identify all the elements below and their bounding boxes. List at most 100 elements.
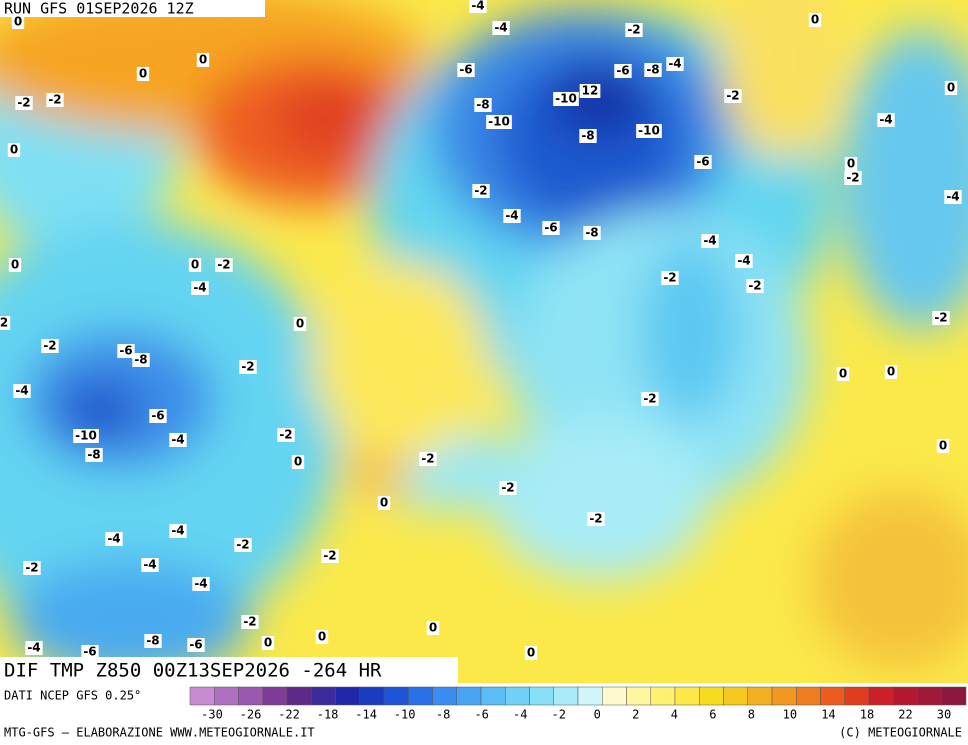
colorbar-swatch <box>650 686 676 706</box>
colorbar-swatch <box>311 686 336 706</box>
colorbar-swatch <box>335 686 360 706</box>
contour-label: 0 <box>524 646 538 660</box>
contour-label-text: 0 <box>839 367 847 381</box>
contour-label-text: -2 <box>43 339 56 353</box>
footer-right: (C) METEOGIORNALE <box>839 726 962 740</box>
contour-label-text: -2 <box>323 549 336 563</box>
contour-label-text: -6 <box>616 64 629 78</box>
contour-label-text: -10 <box>638 124 660 138</box>
contour-label: -4 <box>944 190 962 204</box>
contour-label-box <box>46 93 64 107</box>
contour-label: 0 <box>936 439 950 453</box>
contour-label-box <box>492 21 510 35</box>
contour-label: 0 <box>426 621 440 635</box>
contour-label-text: -8 <box>585 226 598 240</box>
contour-label-text: -6 <box>459 63 472 77</box>
colorbar-swatch <box>723 686 748 706</box>
run-box <box>0 0 265 17</box>
contour-label-box <box>169 433 187 447</box>
contour-label: 0 <box>884 365 898 379</box>
contour-label: -2 <box>23 561 41 575</box>
colorbar-swatch <box>602 686 627 706</box>
contour-label-text: -10 <box>488 115 510 129</box>
contour-label-box <box>542 221 560 235</box>
contour-label: -2 <box>641 392 659 406</box>
contour-label: 0 <box>11 15 25 29</box>
contour-label: -4 <box>25 641 43 655</box>
colorbar-swatch <box>238 686 263 706</box>
contour-label: -2 <box>41 339 59 353</box>
contour-label-text: -4 <box>107 532 120 546</box>
contour-label-box <box>474 98 492 112</box>
contour-label-text: -2 <box>17 96 30 110</box>
contour-label-box <box>844 171 862 185</box>
contour-label-box <box>735 254 753 268</box>
colorbar-label: -2 <box>552 708 566 722</box>
colorbar-swatch <box>626 686 651 706</box>
contour-label-text: -2 <box>236 538 249 552</box>
colorbar-label: -10 <box>394 708 416 722</box>
contour-label-text: -2 <box>501 481 514 495</box>
contour-label-box <box>149 409 167 423</box>
contour-label-box <box>15 96 33 110</box>
contour-label-text: 0 <box>139 67 147 81</box>
contour-label: -4 <box>169 524 187 538</box>
colorbar-swatch <box>432 686 457 706</box>
contour-label-text: -2 <box>643 392 656 406</box>
contour-label-box <box>192 577 210 591</box>
map-title: DIF TMP Z850 00Z13SEP2026 -264 HR <box>4 660 382 682</box>
contour-label-box <box>419 452 437 466</box>
contour-label-box <box>25 641 43 655</box>
contour-label: -2 <box>15 96 33 110</box>
contour-label-box <box>277 428 295 442</box>
contour-label-text: -10 <box>555 92 577 106</box>
contour-label: -4 <box>192 577 210 591</box>
contour-label-box <box>579 129 597 143</box>
contour-label-box <box>85 448 103 462</box>
contour-label-box <box>746 279 764 293</box>
contour-label-text: -2 <box>748 279 761 293</box>
contour-label-text: -2 <box>217 258 230 272</box>
colorbar-swatch <box>820 686 845 706</box>
contour-label-text: -2 <box>48 93 61 107</box>
contour-label-box <box>291 455 305 469</box>
contour-label-text: -6 <box>119 344 132 358</box>
contour-label-box <box>8 258 22 272</box>
contour-label-box <box>644 63 662 77</box>
contour-label-box <box>144 634 162 648</box>
contour-label-text: -8 <box>581 129 594 143</box>
colorbar-label: 0 <box>594 708 601 722</box>
contour-label: 0 <box>844 157 858 171</box>
contour-label: -2 <box>277 428 295 442</box>
contour-label-box <box>132 353 150 367</box>
contour-label-text: -6 <box>696 155 709 169</box>
colorbar-label: 6 <box>709 708 716 722</box>
contour-label-box <box>636 124 662 138</box>
contour-label-box <box>503 209 521 223</box>
contour-label-text: 0 <box>191 258 199 272</box>
contour-label-box <box>261 636 275 650</box>
contour-label-box <box>117 344 135 358</box>
contour-label-box <box>457 63 475 77</box>
contour-label: -2 <box>844 171 862 185</box>
contour-label-box <box>315 630 329 644</box>
contour-label: 0 <box>7 143 21 157</box>
contour-label: -4 <box>492 21 510 35</box>
contour-label-box <box>0 316 11 330</box>
contour-label-text: -2 <box>279 428 292 442</box>
contour-label-text: -4 <box>15 384 28 398</box>
contour-label-text: -4 <box>471 0 484 13</box>
contour-label-box <box>321 549 339 563</box>
colorbar-swatch <box>408 686 433 706</box>
contour-label-text: 0 <box>811 13 819 27</box>
contour-label-text: -2 <box>663 271 676 285</box>
contour-label: -8 <box>583 226 601 240</box>
contour-label-text: -6 <box>544 221 557 235</box>
colorbar-swatch <box>577 686 603 706</box>
contour-label-text: -4 <box>193 281 206 295</box>
contour-label: -8 <box>579 129 597 143</box>
contour-label-box <box>844 157 858 171</box>
colorbar-swatch <box>893 686 918 706</box>
contour-label-box <box>191 281 209 295</box>
contour-label-box <box>239 360 257 374</box>
